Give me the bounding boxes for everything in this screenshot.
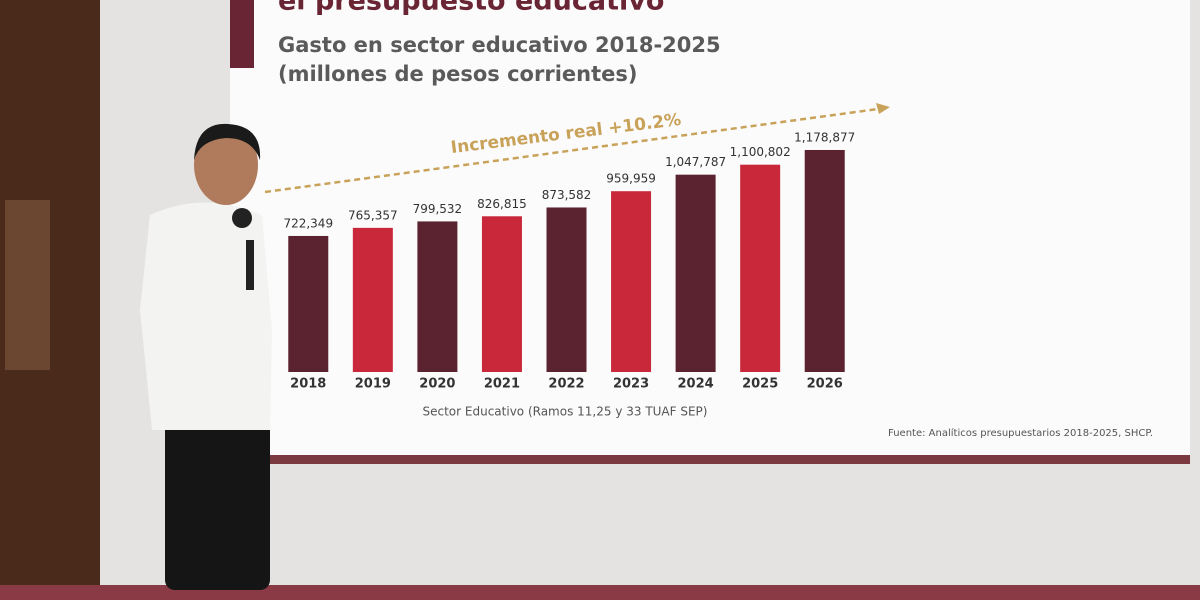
plot: 722,349 2018 765,357 2019 799,532 2020 826,815… [283,130,855,391]
x-tick-label: 2024 [678,377,714,392]
bar [481,216,522,372]
hair [194,123,261,160]
value-label: 799,532 [413,202,463,216]
value-label: 1,178,877 [794,130,855,144]
pants [165,415,270,590]
bar [546,207,587,372]
bar [675,174,716,372]
title-accent [230,0,254,68]
x-tick-label: 2021 [484,377,520,392]
x-tick-label: 2023 [613,377,649,392]
bar [288,235,329,372]
value-label: 826,815 [477,197,527,211]
slide-title: el presupuesto educativo [278,0,664,17]
slide-border [268,455,1190,464]
subtitle: (millones de pesos corrientes) [278,62,637,86]
value-label: 1,047,787 [665,155,726,169]
subtitle: Gasto en sector educativo 2018-2025 [278,33,721,57]
bar [804,149,845,372]
value-label: 1,100,802 [730,145,791,159]
wood-door [5,200,50,370]
stage-edge [0,585,1200,600]
mic-head [232,208,252,228]
source: Fuente: Analíticos presupuestarios 2018-… [888,427,1153,439]
x-tick-label: 2022 [548,377,584,392]
trend-arrow [264,107,879,194]
x-tick-label: 2019 [355,377,391,392]
head [194,125,258,205]
shirt [140,202,272,430]
arrow-head [876,103,890,114]
bar [740,164,781,372]
x-tick-label: 2026 [807,377,843,392]
x-tick-label: 2018 [290,377,326,392]
x-tick-label: 2020 [419,377,455,392]
bar [611,191,652,372]
bar [417,221,458,372]
microphone [246,240,254,290]
x-axis-label: Sector Educativo (Ramos 11,25 y 33 TUAF … [423,405,708,419]
x-tick-label: 2025 [742,377,778,392]
speaker [140,123,272,590]
value-label: 959,959 [606,172,656,186]
value-label: 722,349 [283,216,333,230]
value-label: 873,582 [542,188,592,202]
bar [352,227,393,372]
value-label: 765,357 [348,208,398,222]
